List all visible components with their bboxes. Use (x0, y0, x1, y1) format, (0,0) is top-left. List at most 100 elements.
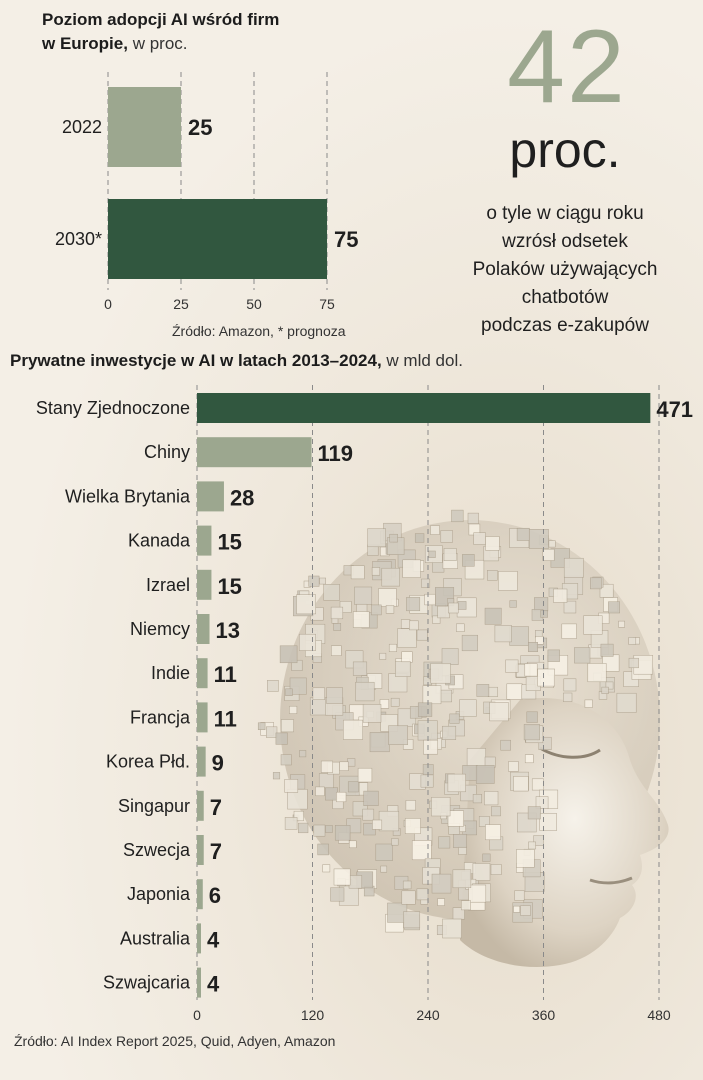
pixel-cube (395, 661, 411, 677)
pixel-cube (389, 533, 398, 543)
bar (197, 790, 204, 821)
chart2-title: Prywatne inwestycje w AI w latach 2013–2… (10, 351, 463, 370)
value-label: 7 (210, 839, 222, 864)
category-label: Japonia (127, 884, 191, 904)
x-tick-label: 120 (301, 1007, 325, 1023)
pixel-cube (608, 601, 620, 614)
pixel-cube (523, 724, 540, 741)
pixel-cube (478, 816, 490, 827)
value-label: 25 (188, 115, 212, 140)
pixel-cube (489, 702, 509, 722)
pixel-cube (509, 600, 517, 608)
pixel-cube (362, 704, 382, 723)
pixel-cube (563, 692, 573, 702)
pixel-cube (266, 726, 278, 738)
pixel-cube (391, 838, 399, 846)
pixel-cube (590, 577, 602, 590)
pixel-cube (526, 711, 538, 723)
value-label: 119 (318, 441, 354, 466)
pixel-cube (447, 773, 466, 793)
category-label: Stany Zjednoczone (36, 398, 190, 418)
pixel-cube (487, 570, 498, 581)
pixel-cube (628, 637, 637, 645)
bar (197, 481, 224, 512)
value-label: 471 (656, 397, 693, 422)
pixel-cube (484, 607, 502, 625)
pixel-cube (275, 732, 288, 745)
pixel-cube (443, 548, 457, 561)
stat-unit: proc. (509, 122, 621, 178)
pixel-cube (475, 765, 495, 784)
pixel-cube (442, 725, 457, 740)
pixel-cube (461, 634, 478, 652)
pixel-cube (437, 898, 445, 906)
category-label: Niemcy (130, 619, 190, 639)
x-tick-label: 0 (104, 296, 112, 312)
pixel-cube (416, 629, 428, 641)
pixel-cube (267, 680, 279, 692)
pixel-cube (317, 843, 329, 856)
pixel-cube (448, 602, 459, 614)
pixel-cube (491, 806, 501, 817)
pixel-cube (323, 584, 340, 601)
category-label: Wielka Brytania (65, 486, 191, 506)
pixel-cube (289, 705, 298, 714)
value-label: 28 (230, 485, 254, 510)
pixel-cube (456, 623, 465, 632)
x-tick-label: 50 (246, 296, 262, 312)
pixel-cube (411, 840, 432, 861)
pixel-cube (381, 567, 400, 587)
pixel-cube (313, 824, 326, 837)
pixel-cube (476, 684, 490, 697)
bar (197, 835, 204, 865)
pixel-cube (284, 817, 298, 830)
lips (589, 876, 633, 885)
pixel-cube (520, 905, 531, 916)
pixel-cube (362, 808, 375, 821)
pixel-cube (498, 571, 518, 591)
pixel-cube (414, 533, 425, 543)
pixel-cube (484, 791, 499, 806)
pixel-cube (375, 843, 393, 861)
category-label: 2030* (55, 229, 102, 249)
bar (197, 879, 203, 910)
pixel-cube (401, 890, 416, 905)
x-tick-label: 25 (173, 296, 189, 312)
pixel-cube (285, 688, 293, 696)
pixel-cube (616, 692, 637, 713)
pixel-cube (390, 697, 400, 707)
pixel-cube (494, 625, 512, 643)
pixel-cube (431, 873, 452, 894)
stat-line: wzrósł odsetek (502, 231, 628, 252)
pixel-cube (548, 540, 556, 548)
pixel-cube (527, 806, 541, 820)
x-tick-label: 0 (193, 1007, 201, 1023)
pixel-cube (459, 699, 477, 717)
category-label: Korea Płd. (106, 752, 190, 772)
bar (197, 967, 201, 998)
pixel-cube (547, 649, 560, 662)
chart2-source: Źródło: AI Index Report 2025, Quid, Adye… (14, 1033, 336, 1049)
pixel-cube (529, 529, 549, 549)
pixel-cube (490, 864, 502, 875)
pixel-cube (326, 687, 343, 704)
pixel-cube (461, 900, 471, 911)
category-label: Izrael (146, 575, 190, 595)
pixel-cube (403, 911, 421, 929)
pixel-cube (388, 643, 397, 652)
pixel-cube (516, 849, 535, 868)
pixel-cube (388, 725, 408, 745)
pixel-cube (308, 575, 320, 587)
closed-eye (539, 746, 601, 759)
pixel-cube (352, 661, 368, 676)
value-label: 15 (217, 530, 241, 555)
bar (197, 525, 212, 556)
pixel-cube (423, 739, 438, 755)
bar (108, 199, 327, 279)
category-label: Chiny (144, 442, 190, 462)
pixel-cube (584, 699, 593, 708)
pixel-cube (513, 905, 521, 913)
pixel-cube (601, 686, 609, 694)
pixel-cube (563, 557, 584, 578)
category-label: Kanada (128, 531, 191, 551)
